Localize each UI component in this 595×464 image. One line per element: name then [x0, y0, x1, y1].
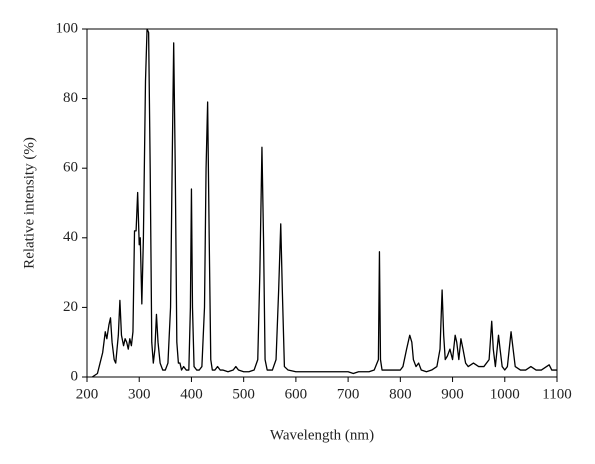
x-tick-label: 200 — [76, 386, 99, 402]
y-tick-label: 60 — [63, 160, 78, 176]
x-tick-label: 900 — [441, 386, 464, 402]
x-tick-label: 400 — [180, 386, 203, 402]
plot-frame — [86, 28, 558, 378]
x-axis-label: Wavelength (nm) — [270, 427, 374, 443]
x-tick-label: 300 — [128, 386, 151, 402]
y-tick-label: 100 — [56, 20, 79, 36]
x-tick-label: 600 — [285, 386, 308, 402]
y-axis-label: Relative intensity (%) — [21, 137, 37, 269]
y-tick-label: 20 — [63, 299, 78, 315]
x-tick-label: 1000 — [490, 386, 520, 402]
x-tick-label: 1100 — [542, 386, 571, 402]
x-tick-label: 700 — [337, 386, 360, 402]
y-tick-label: 80 — [63, 90, 78, 106]
spectrum-line — [91, 28, 557, 378]
y-tick-label: 0 — [71, 368, 79, 384]
x-tick-label: 500 — [232, 386, 255, 402]
x-tick-label: 800 — [389, 386, 412, 402]
y-tick-label: 40 — [63, 229, 78, 245]
